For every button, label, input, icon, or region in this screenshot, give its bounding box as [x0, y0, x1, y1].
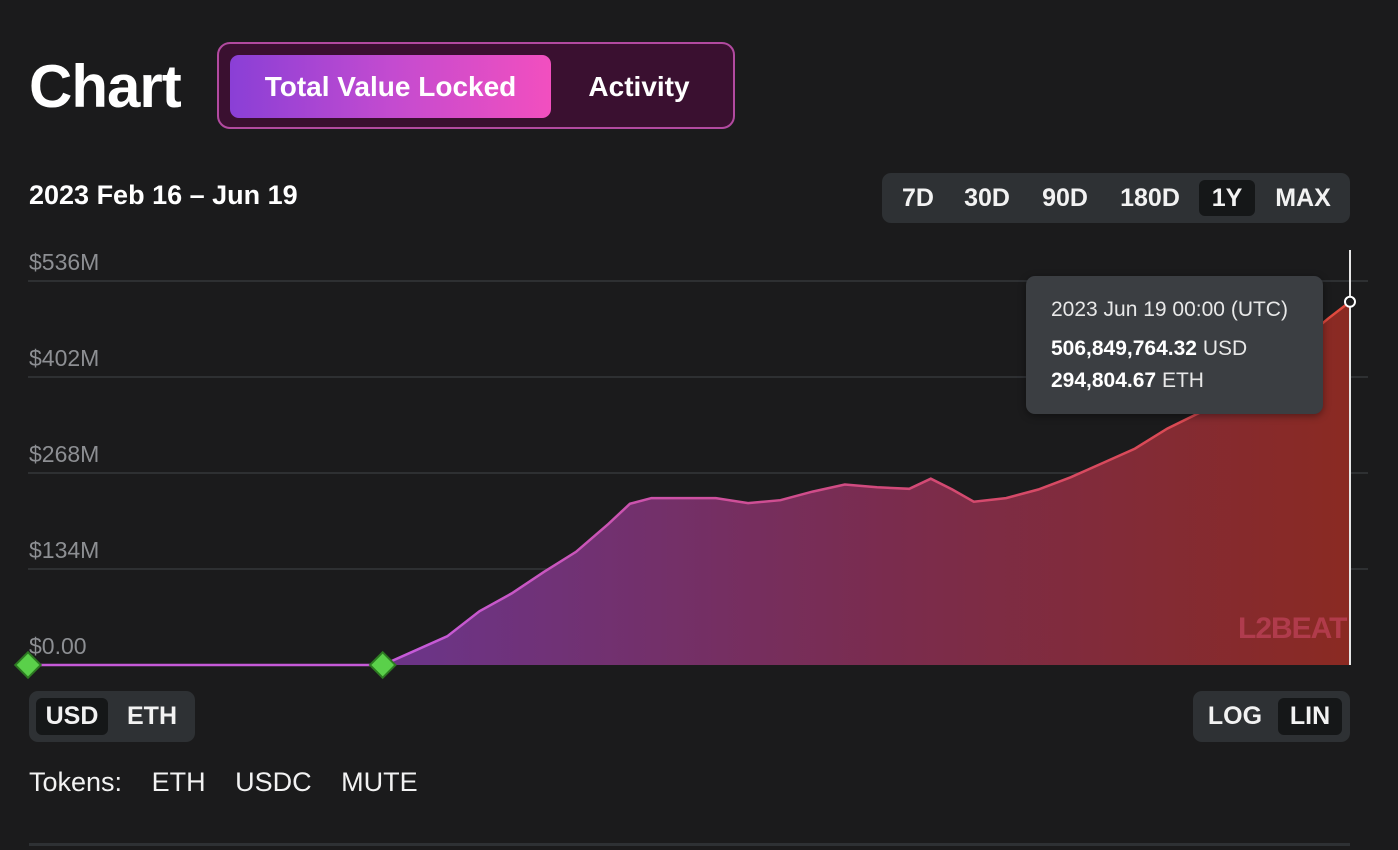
tooltip-usd-line: 506,849,764.32 USD — [1051, 337, 1247, 361]
tooltip-usd-value: 506,849,764.32 — [1051, 337, 1197, 360]
milestone-marker[interactable] — [13, 650, 43, 680]
tab-total-value-locked[interactable]: Total Value Locked — [230, 55, 551, 118]
tvl-line — [28, 300, 1351, 667]
date-range-label: 2023 Feb 16 – Jun 19 — [29, 180, 298, 210]
milestone-marker[interactable] — [368, 650, 397, 680]
y-tick-label: $402M — [29, 345, 99, 371]
y-tick-label: $536M — [29, 249, 99, 275]
scale-log-button[interactable]: LOG — [1207, 702, 1263, 730]
tooltip-eth-unit: ETH — [1161, 369, 1204, 392]
range-max-button[interactable]: MAX — [1275, 183, 1331, 212]
token-mute-link[interactable]: MUTE — [341, 767, 418, 797]
tooltip-usd-unit: USD — [1202, 337, 1248, 360]
chart-type-switch: Total Value Locked Activity — [217, 42, 735, 129]
unit-toggle: USD ETH — [29, 691, 195, 742]
range-7d-button[interactable]: 7D — [902, 183, 934, 212]
page-title: Chart — [29, 53, 182, 120]
l2beat-logo: L2BEAT — [1238, 612, 1347, 645]
token-eth-link[interactable]: ETH — [151, 767, 206, 797]
y-tick-label: $134M — [29, 537, 99, 563]
value-tooltip: 2023 Jun 19 00:00 (UTC) 506,849,764.32 U… — [1026, 276, 1323, 414]
tooltip-eth-line: 294,804.67 ETH — [1051, 369, 1204, 393]
tooltip-eth-value: 294,804.67 — [1051, 369, 1157, 392]
y-tick-label: $0.00 — [29, 633, 87, 659]
token-usdc-link[interactable]: USDC — [235, 767, 312, 797]
bottom-divider — [29, 843, 1350, 846]
tvl-area-chart[interactable]: $0.00 $134M $268M $402M $536M — [0, 240, 1398, 680]
scale-toggle: LOG LIN — [1193, 691, 1350, 742]
y-tick-label: $268M — [29, 441, 99, 467]
range-1y-button[interactable]: 1Y — [1199, 180, 1255, 216]
tokens-label: Tokens: — [29, 767, 123, 797]
tvl-area — [28, 301, 1350, 665]
range-180d-button[interactable]: 180D — [1120, 183, 1180, 212]
tooltip-date: 2023 Jun 19 00:00 (UTC) — [1051, 298, 1288, 321]
range-90d-button[interactable]: 90D — [1042, 183, 1088, 212]
unit-eth-button[interactable]: ETH — [127, 702, 177, 730]
scale-lin-button[interactable]: LIN — [1278, 698, 1342, 735]
hover-point — [1344, 295, 1356, 308]
tab-activity[interactable]: Activity — [588, 70, 690, 102]
range-30d-button[interactable]: 30D — [964, 183, 1010, 212]
unit-usd-button[interactable]: USD — [36, 698, 108, 735]
tokens-row: Tokens: ETH USDC MUTE — [29, 767, 440, 798]
time-range-selector: 7D 30D 90D 180D 1Y MAX — [882, 173, 1350, 223]
